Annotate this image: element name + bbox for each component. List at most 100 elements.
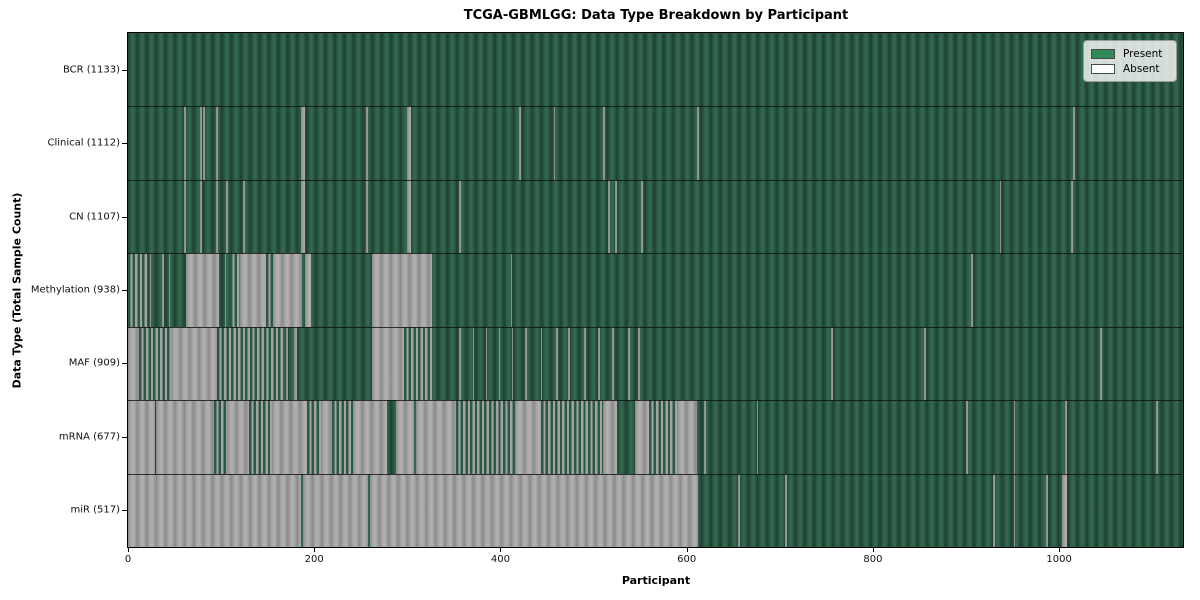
row-divider	[128, 106, 1183, 108]
mir-absent-cells	[303, 473, 369, 547]
maf-absent-cells	[524, 326, 527, 401]
cn-absent-cells	[407, 179, 412, 254]
y-tick-mark	[122, 143, 127, 145]
maf-absent-cells	[584, 326, 587, 401]
legend-item-absent: Absent	[1091, 61, 1169, 76]
legend: Present Absent	[1083, 40, 1177, 82]
maf-absent-cells	[485, 326, 488, 401]
maf-absent-cells	[598, 326, 601, 401]
x-tick-label-0: 0	[124, 554, 132, 565]
x-axis-label: Participant	[621, 574, 691, 587]
x-tick-mark	[686, 548, 688, 552]
methylation-absent-cells	[371, 253, 432, 327]
legend-item-present: Present	[1091, 46, 1169, 61]
clinical-absent-cells	[519, 106, 521, 180]
x-tick-label-800: 800	[863, 554, 883, 565]
methylation-absent-cells	[150, 253, 152, 327]
clinical-absent-cells	[407, 106, 412, 180]
y-tick-mark	[122, 216, 127, 218]
y-tick-mark	[122, 510, 127, 512]
mrna-absent-cells	[226, 400, 250, 474]
mrna-absent-cells	[634, 400, 650, 474]
x-tick-label-400: 400	[490, 554, 510, 565]
clinical-absent-cells	[216, 106, 219, 180]
maf-absent-cells	[472, 326, 475, 401]
methylation-absent-cells	[273, 253, 303, 327]
maf-mixed-cells	[403, 326, 432, 401]
maf-absent-cells	[128, 326, 140, 401]
mrna-mixed-cells	[213, 400, 227, 474]
y-tick-label-cn: CN (1107)	[69, 211, 120, 223]
legend-present-label: Present	[1123, 47, 1163, 60]
clinical-absent-cells	[203, 106, 206, 180]
y-tick-label-maf: MAF (909)	[68, 357, 120, 369]
mrna-absent-cells	[1013, 400, 1016, 474]
cn-absent-cells	[183, 179, 186, 254]
y-tick-mark	[122, 363, 127, 365]
mrna-absent-cells	[515, 400, 542, 474]
mrna-absent-cells	[128, 400, 155, 474]
methylation-mixed-cells	[128, 253, 149, 327]
mrna-mixed-cells	[249, 400, 273, 474]
mrna-absent-cells	[704, 400, 707, 474]
maf-absent-cells	[286, 326, 289, 401]
x-tick-label-600: 600	[677, 554, 697, 565]
maf-absent-cells	[293, 326, 297, 401]
chart-title: TCGA-GBMLGG: Data Type Breakdown by Part…	[463, 8, 849, 23]
mrna-absent-cells	[353, 400, 387, 474]
methylation-absent-cells	[304, 253, 312, 327]
cn-absent-cells	[999, 179, 1002, 254]
maf-absent-cells	[628, 326, 630, 401]
clinical-absent-cells	[1073, 106, 1075, 180]
cn-absent-cells	[614, 179, 617, 254]
row-divider	[128, 253, 1183, 255]
maf-absent-cells	[831, 326, 833, 401]
cn-absent-cells	[459, 179, 462, 254]
mir-absent-cells	[1046, 473, 1048, 547]
legend-absent-swatch-icon	[1091, 63, 1115, 74]
cn-absent-cells	[1071, 179, 1074, 254]
maf-absent-cells	[540, 326, 543, 401]
mrna-absent-cells	[415, 400, 456, 474]
y-tick-label-bcr: BCR (1133)	[62, 64, 120, 76]
cn-absent-cells	[641, 179, 643, 254]
y-tick-label-methylation: Methylation (938)	[30, 284, 120, 296]
row-mrna	[128, 400, 1183, 474]
mrna-absent-cells	[756, 400, 759, 474]
row-cn	[128, 179, 1183, 254]
y-tick-label-mir: miR (517)	[70, 504, 120, 516]
x-tick-mark	[128, 548, 129, 552]
mrna-absent-cells	[966, 400, 968, 474]
mrna-mixed-cells	[649, 400, 678, 474]
y-tick-mark	[122, 436, 127, 438]
maf-absent-cells	[924, 326, 926, 401]
row-methylation	[128, 253, 1183, 327]
cn-absent-cells	[608, 179, 611, 254]
mrna-mixed-cells	[541, 400, 603, 474]
mrna-absent-cells	[677, 400, 697, 474]
mir-absent-cells	[785, 473, 788, 547]
y-axis-label: Data Type (Total Sample Count)	[10, 192, 24, 389]
maf-mixed-cells	[139, 326, 171, 401]
x-tick-mark	[1059, 548, 1061, 552]
mrna-absent-cells	[602, 400, 617, 474]
mir-absent-cells	[128, 473, 302, 547]
x-tick-mark	[314, 548, 316, 552]
clinical-absent-cells	[553, 106, 556, 180]
clinical-absent-cells	[199, 106, 202, 180]
row-divider	[128, 179, 1183, 181]
methylation-mixed-cells	[265, 253, 274, 327]
mrna-absent-cells	[1064, 400, 1067, 474]
mir-absent-cells	[370, 473, 698, 547]
mrna-mixed-cells	[331, 400, 354, 474]
clinical-absent-cells	[366, 106, 369, 180]
plot-area	[127, 32, 1184, 548]
methylation-absent-cells	[239, 253, 266, 327]
cn-absent-cells	[225, 179, 228, 254]
clinical-absent-cells	[301, 106, 305, 180]
mir-absent-cells	[737, 473, 740, 547]
maf-absent-cells	[612, 326, 615, 401]
methylation-absent-cells	[162, 253, 164, 327]
mir-absent-cells	[993, 473, 995, 547]
maf-absent-cells	[371, 326, 404, 401]
